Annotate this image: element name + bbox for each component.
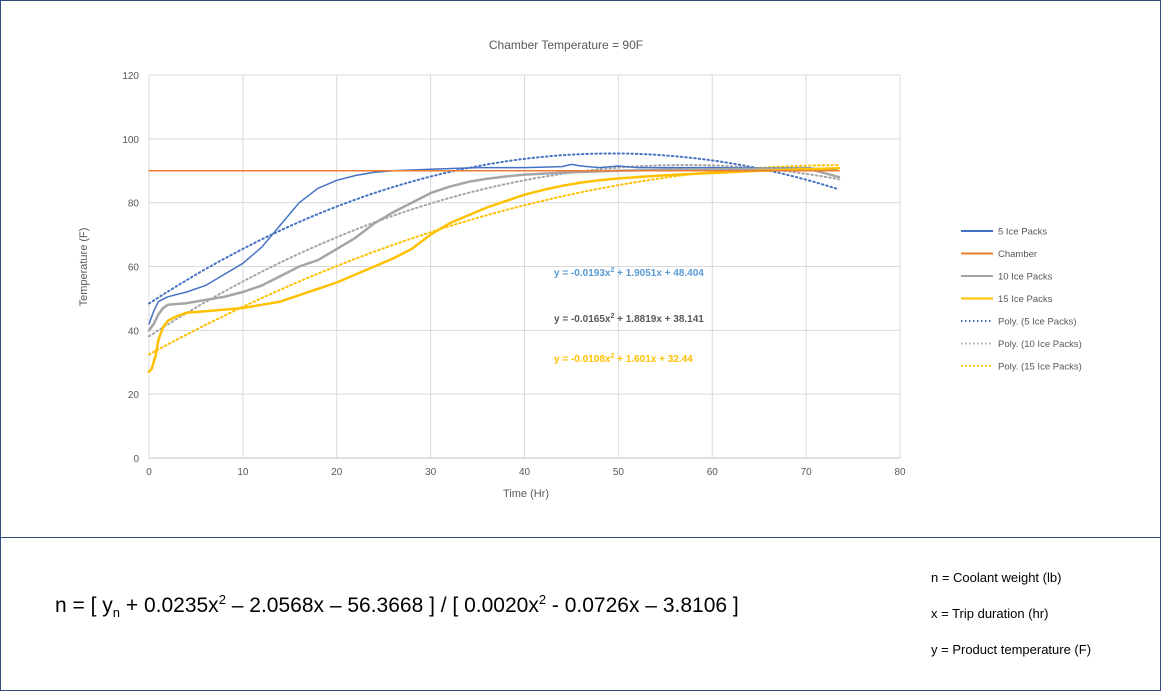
coolant-formula: n = [ yn + 0.0235x2 – 2.0568x – 56.3668 … bbox=[55, 592, 739, 620]
x-tick-label: 40 bbox=[519, 467, 531, 478]
definition-n: n = Coolant weight (lb) bbox=[931, 570, 1062, 585]
series-line-poly-10-ice-packs bbox=[148, 164, 840, 338]
chart-series bbox=[147, 152, 841, 374]
equation-part: + 1.9051x + 48.404 bbox=[614, 268, 704, 279]
equation-part: + 1.8819x + 38.141 bbox=[614, 314, 704, 325]
y-tick-label: 80 bbox=[128, 199, 140, 210]
x-tick-label: 70 bbox=[801, 467, 813, 478]
temperature-chart: Chamber Temperature = 90F 02040608010012… bbox=[78, 38, 1082, 500]
legend-label: Poly. (5 Ice Packs) bbox=[998, 317, 1077, 328]
legend-label: Chamber bbox=[998, 249, 1037, 260]
chart-legend: 5 Ice Packs Chamber 10 Ice Packs 15 Ice Pac… bbox=[961, 227, 1082, 373]
x-tick-label: 20 bbox=[331, 467, 343, 478]
y-tick-label: 20 bbox=[128, 390, 140, 401]
axis-tick-labels: 0 20 40 60 80 100 120 0 10 20 30 40 50 60 70 80 bbox=[122, 71, 906, 478]
formula-part-2: + 0.0235x bbox=[120, 594, 219, 617]
trendline-equation: y = -0.0108x2 + 1.601x + 32.44 bbox=[554, 353, 693, 365]
x-tick-label: 0 bbox=[146, 467, 152, 478]
x-tick-label: 80 bbox=[894, 467, 906, 478]
section-divider bbox=[0, 537, 1161, 538]
series-line-poly-15-ice-packs bbox=[148, 164, 840, 356]
equation-part: y = -0.0165x bbox=[554, 314, 611, 325]
definition-y: y = Product temperature (F) bbox=[931, 642, 1092, 657]
legend-label: 10 Ice Packs bbox=[998, 272, 1053, 283]
series-line-poly-5-ice-packs bbox=[148, 152, 840, 305]
legend-label: Poly. (15 Ice Packs) bbox=[998, 362, 1082, 373]
equation-part: y = -0.0108x bbox=[554, 354, 611, 365]
formula-part-1: n = [ y bbox=[55, 594, 113, 617]
y-axis-label: Temperature (F) bbox=[78, 228, 90, 307]
x-tick-label: 10 bbox=[237, 467, 249, 478]
y-tick-label: 40 bbox=[128, 326, 140, 337]
y-tick-label: 120 bbox=[122, 71, 139, 82]
formula-superscript-1: 2 bbox=[218, 592, 226, 607]
y-tick-label: 0 bbox=[133, 454, 139, 465]
equation-exponent: 2 bbox=[610, 267, 614, 274]
chart-title: Chamber Temperature = 90F bbox=[489, 38, 643, 52]
formula-superscript-2: 2 bbox=[538, 592, 547, 607]
series-line-15-ice-packs bbox=[147, 166, 841, 374]
x-tick-label: 60 bbox=[707, 467, 719, 478]
legend-label: Poly. (10 Ice Packs) bbox=[998, 339, 1082, 350]
chart-gridlines bbox=[148, 74, 901, 459]
legend-label: 5 Ice Packs bbox=[998, 227, 1047, 238]
variable-definitions: n = Coolant weight (lb) x = Trip duratio… bbox=[931, 570, 1091, 678]
x-axis-label: Time (Hr) bbox=[503, 488, 549, 500]
x-tick-label: 50 bbox=[613, 467, 625, 478]
trendline-equation: y = -0.0193x2 + 1.9051x + 48.404 bbox=[554, 267, 704, 279]
formula-part-3: – 2.0568x – 56.3668 ] / [ 0.0020x bbox=[225, 594, 539, 617]
formula-subscript-n: n bbox=[112, 605, 121, 621]
equation-part: + 1.601x + 32.44 bbox=[614, 354, 693, 365]
legend-label: 15 Ice Packs bbox=[998, 294, 1053, 305]
x-tick-label: 30 bbox=[425, 467, 437, 478]
y-tick-label: 100 bbox=[122, 135, 139, 146]
equation-exponent: 2 bbox=[610, 313, 614, 320]
equation-part: y = -0.0193x bbox=[554, 268, 611, 279]
equation-exponent: 2 bbox=[610, 353, 614, 360]
y-tick-label: 60 bbox=[128, 263, 140, 274]
definition-x: x = Trip duration (hr) bbox=[931, 606, 1049, 621]
formula-part-4: - 0.0726x – 3.8106 ] bbox=[546, 594, 739, 617]
trendline-equation: y = -0.0165x2 + 1.8819x + 38.141 bbox=[554, 313, 704, 325]
